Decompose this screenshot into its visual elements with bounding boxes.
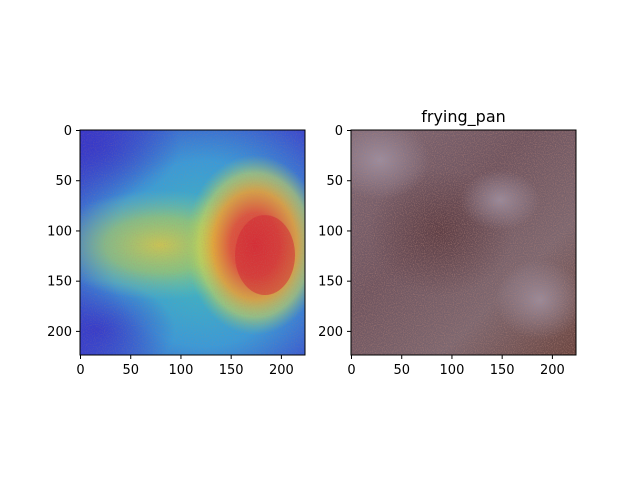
- photo-panel: frying_pan 0 50 100 150 200 0 50 100 150 200: [318, 107, 577, 378]
- y-tick-label: 50: [55, 174, 72, 189]
- y-axis: 0 50 100 150 200: [318, 124, 351, 340]
- x-tick-label: 100: [440, 363, 465, 378]
- x-tick-label: 0: [347, 363, 355, 378]
- x-tick-label: 200: [269, 363, 294, 378]
- x-tick-label: 200: [540, 363, 565, 378]
- photo-image: [351, 130, 576, 355]
- heatmap-image: [80, 130, 305, 355]
- x-axis: 0 50 100 150 200: [347, 355, 565, 378]
- axes-frame: [350, 129, 577, 356]
- x-tick-label: 150: [490, 363, 515, 378]
- x-tick-label: 100: [169, 363, 194, 378]
- y-tick-label: 100: [47, 224, 72, 239]
- y-tick-label: 200: [47, 325, 72, 340]
- y-tick-label: 200: [318, 325, 343, 340]
- y-tick-label: 0: [64, 124, 72, 139]
- x-tick-label: 50: [122, 363, 139, 378]
- x-tick-label: 150: [219, 363, 244, 378]
- y-tick-label: 0: [335, 124, 343, 139]
- x-tick-label: 0: [76, 363, 84, 378]
- heatmap-panel: 0 50 100 150 200 0 50 100 150 200: [47, 124, 306, 378]
- y-tick-label: 50: [326, 174, 343, 189]
- y-tick-label: 100: [318, 224, 343, 239]
- x-axis: 0 50 100 150 200: [76, 355, 294, 378]
- x-tick-label: 50: [393, 363, 410, 378]
- axes-frame: [79, 129, 306, 356]
- y-tick-label: 150: [318, 275, 343, 290]
- y-tick-label: 150: [47, 275, 72, 290]
- panel-title: frying_pan: [421, 107, 506, 127]
- y-axis: 0 50 100 150 200: [47, 124, 80, 340]
